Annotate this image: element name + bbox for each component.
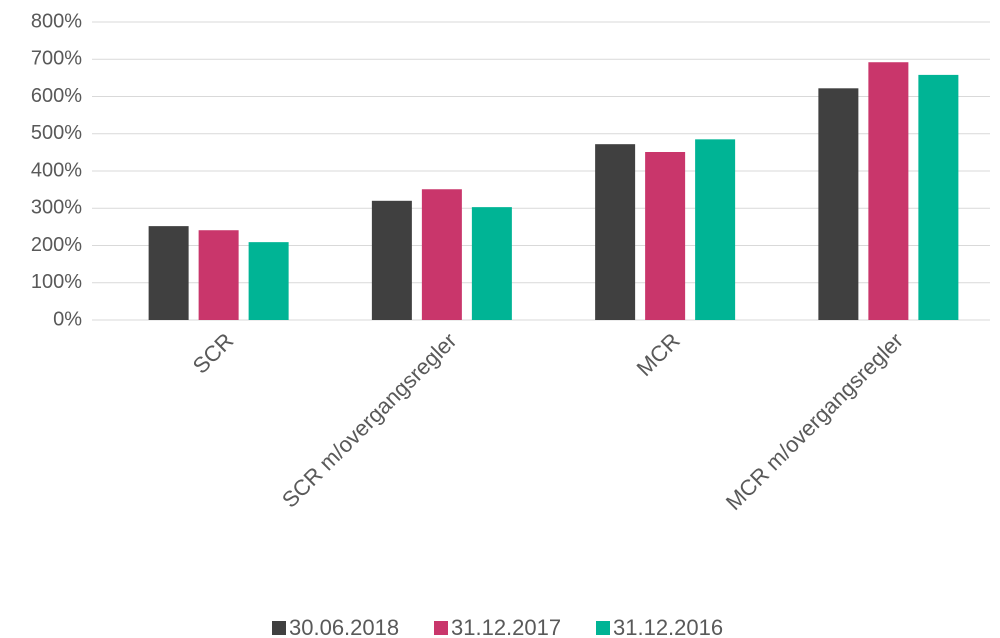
bar <box>198 230 239 320</box>
bar <box>645 152 686 320</box>
bar <box>471 207 512 320</box>
y-tick-label: 400% <box>31 159 82 181</box>
bar <box>595 144 636 320</box>
bar <box>248 242 289 320</box>
legend-label: 30.06.2018 <box>289 615 399 638</box>
y-tick-label: 0% <box>53 308 82 330</box>
legend-label: 31.12.2016 <box>613 615 723 638</box>
bar <box>371 200 412 320</box>
y-tick-label: 800% <box>31 10 82 32</box>
bar <box>148 226 189 320</box>
bar <box>695 139 736 320</box>
legend-swatch <box>272 621 286 635</box>
y-tick-label: 700% <box>31 48 82 70</box>
bar <box>868 62 909 320</box>
y-tick-label: 300% <box>31 197 82 219</box>
bar <box>918 74 959 321</box>
x-tick-label: SCR m/overgangsregler <box>277 328 462 513</box>
bar <box>421 189 462 320</box>
y-tick-label: 100% <box>31 271 82 293</box>
x-tick-label: MCR m/overgangsregler <box>721 328 908 515</box>
y-tick-label: 200% <box>31 234 82 256</box>
legend-swatch <box>434 621 448 635</box>
bar <box>818 88 859 321</box>
y-tick-label: 500% <box>31 122 82 144</box>
x-tick-label: SCR <box>188 328 239 379</box>
x-tick-label: MCR <box>632 328 685 381</box>
y-tick-label: 600% <box>31 85 82 107</box>
legend-label: 31.12.2017 <box>451 615 561 638</box>
legend-swatch <box>596 621 610 635</box>
